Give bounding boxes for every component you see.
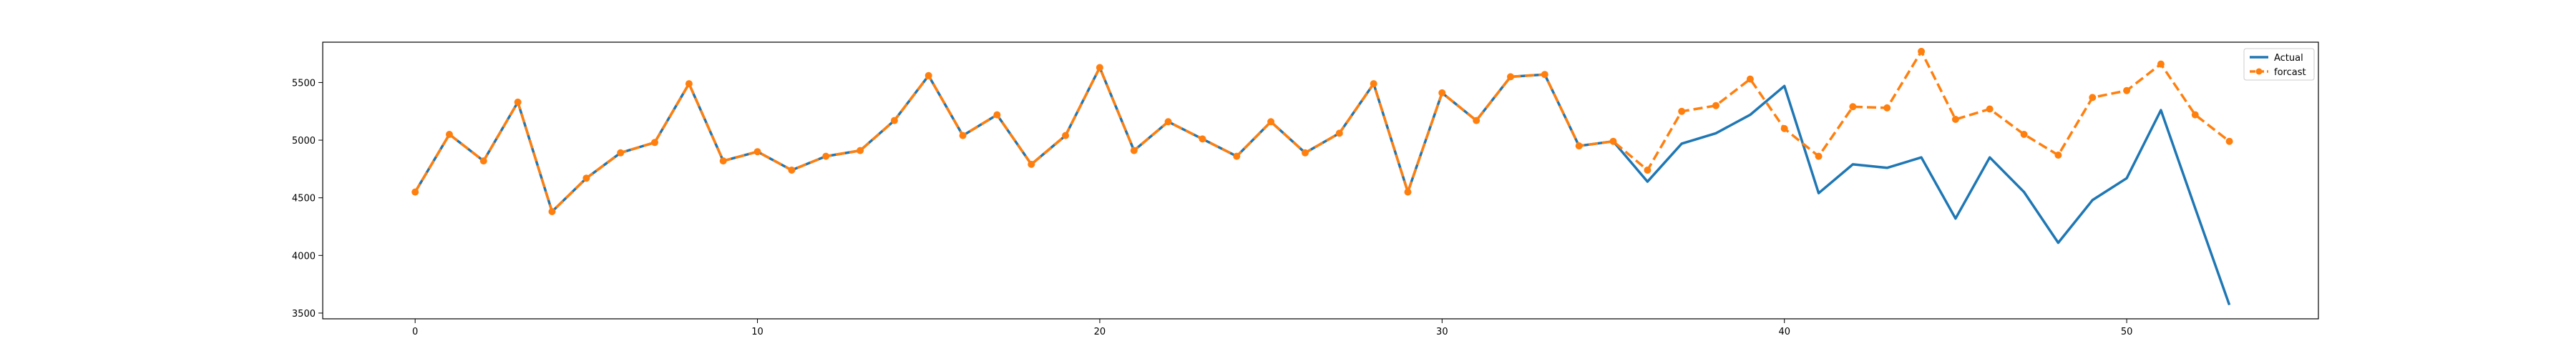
y-tick-label: 3500 [292, 309, 316, 320]
x-tick-label: 30 [1436, 327, 1448, 337]
data-point [788, 167, 796, 174]
data-point [959, 132, 967, 139]
data-point [1951, 116, 1959, 123]
x-tick-label: 20 [1094, 327, 1106, 337]
data-point [2054, 152, 2062, 159]
data-point [1712, 102, 1719, 109]
data-point [1438, 89, 1446, 97]
data-point [1678, 107, 1686, 115]
data-point [479, 157, 487, 165]
data-point [857, 147, 864, 154]
data-point [1370, 80, 1377, 88]
series-line-1 [414, 50, 2230, 213]
data-point [1028, 160, 1035, 168]
data-point [1644, 167, 1652, 174]
data-point [1986, 105, 1994, 113]
y-tick-label: 4000 [292, 251, 316, 262]
data-point [446, 131, 453, 138]
data-point [1541, 71, 1548, 79]
data-point [1780, 124, 1788, 132]
data-point [2225, 137, 2233, 145]
legend: Actual forcast [2243, 48, 2315, 81]
data-point [1815, 152, 1823, 160]
data-point [1199, 135, 1206, 143]
data-point [1335, 129, 1343, 137]
data-point [1609, 137, 1617, 145]
x-tick-label: 10 [751, 327, 763, 337]
data-point [1746, 75, 1754, 83]
data-point [548, 208, 556, 215]
series-layer [411, 47, 2233, 306]
axes-frame [322, 41, 2319, 320]
data-point [1849, 103, 1857, 111]
x-tick-label: 50 [2121, 327, 2133, 337]
data-point [651, 139, 658, 147]
legend-label-1: forcast [2274, 67, 2306, 78]
y-tick-label: 4500 [292, 194, 316, 204]
legend-label-0: Actual [2274, 53, 2303, 64]
data-point [1507, 73, 1514, 81]
y-tick-label: 5500 [292, 78, 316, 89]
axes-layer: 0 10 20 30 40 50 3500 4000 4500 5000 5500 [292, 41, 2319, 337]
data-point [2123, 86, 2131, 94]
data-point [1918, 47, 1926, 55]
data-point [1062, 132, 1070, 139]
data-point [617, 149, 625, 157]
data-point [1096, 64, 1103, 71]
y-tick-label: 5000 [292, 136, 316, 147]
x-tick-label: 0 [412, 327, 418, 337]
series-1 [411, 47, 2233, 215]
data-point [822, 152, 830, 160]
data-point [1164, 118, 1172, 126]
data-point [753, 148, 761, 156]
legend-marker-1 [2255, 68, 2263, 75]
data-point [1575, 142, 1583, 150]
data-point [2157, 60, 2165, 68]
data-point [1302, 149, 1309, 157]
data-point [2089, 94, 2097, 102]
data-point [1883, 104, 1891, 112]
data-point [1473, 117, 1480, 124]
data-point [685, 80, 693, 88]
data-point [1404, 188, 1412, 196]
data-point [1267, 118, 1275, 126]
data-point [1233, 152, 1241, 160]
data-point [993, 111, 1001, 119]
data-point [1130, 147, 1138, 154]
data-point [890, 117, 898, 124]
data-point [2020, 131, 2028, 138]
data-point [2191, 111, 2199, 119]
data-point [514, 98, 522, 106]
x-tick-label: 40 [1778, 327, 1790, 337]
data-point [411, 188, 419, 196]
data-point [719, 157, 727, 165]
data-point [582, 174, 590, 182]
data-point [924, 71, 932, 79]
